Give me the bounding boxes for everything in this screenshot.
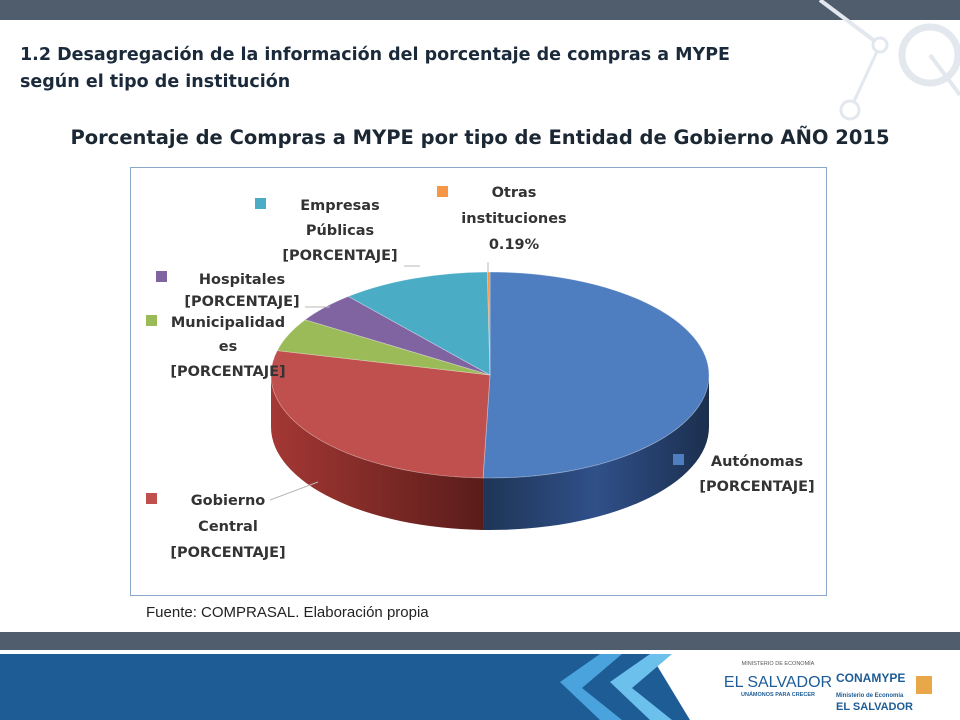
source-note: Fuente: COMPRASAL. Elaboración propia	[146, 604, 429, 621]
pie-slice-municipalidades	[276, 319, 491, 376]
pie-slice-gobierno-central	[270, 350, 491, 479]
conamype-logo: CONAMYPE Ministerio de Economía EL SALVA…	[836, 671, 932, 713]
legend-marker-otras	[437, 186, 448, 197]
logo-elsalvador-text: EL SALVADOR	[724, 674, 832, 691]
section-heading: 1.2 Desagregación de la información del …	[20, 42, 760, 96]
section-number: 1.2	[20, 45, 52, 65]
label-empresas-value: [PORCENTAJE]	[282, 248, 397, 264]
label-autonomas-value: [PORCENTAJE]	[699, 479, 814, 495]
label-gobierno-name2: Central	[198, 519, 258, 535]
logo-ministerio-text: MINISTERIO DE ECONOMÍA	[742, 660, 815, 667]
elsalvador-logo: MINISTERIO DE ECONOMÍA EL SALVADOR UNÁMO…	[724, 660, 832, 698]
label-municipalidades-value: [PORCENTAJE]	[170, 364, 285, 380]
label-hospitales-value: [PORCENTAJE]	[184, 294, 299, 310]
legend-marker-municipalidades	[146, 315, 157, 326]
label-otras-value: 0.19%	[489, 237, 540, 253]
logo-conamype-text: CONAMYPE	[836, 671, 905, 685]
legend-marker-empresas	[255, 198, 266, 209]
footer-band: MINISTERIO DE ECONOMÍA EL SALVADOR UNÁMO…	[0, 632, 960, 720]
label-empresas-name: Empresas	[300, 198, 379, 214]
section-heading-line1: Desagregación de la información del porc…	[57, 45, 731, 65]
label-otras-name2: instituciones	[461, 211, 566, 227]
section-heading-line2: según el tipo de institución	[20, 72, 291, 92]
top-bar	[0, 0, 960, 20]
legend-marker-autonomas	[673, 454, 684, 465]
logo-country-text: EL SALVADOR	[836, 701, 913, 713]
chart-title: Porcentaje de Compras a MYPE por tipo de…	[70, 126, 890, 149]
label-empresas-name2: Públicas	[306, 223, 374, 239]
legend-marker-hospitales	[156, 271, 167, 282]
logo-unamonos-text: UNÁMONOS PARA CRECER	[741, 691, 815, 698]
label-otras-name: Otras	[492, 185, 537, 201]
label-municipalidades-name: Municipalidad	[171, 315, 285, 331]
legend-marker-gobierno	[146, 493, 157, 504]
label-gobierno-name: Gobierno	[191, 493, 266, 509]
pie-slice-empresas-p-blicas	[347, 271, 491, 376]
logo-ministerio-economia-text: Ministerio de Economía	[836, 693, 904, 699]
label-gobierno-value: [PORCENTAJE]	[170, 545, 285, 561]
label-autonomas-name: Autónomas	[711, 454, 803, 470]
pie-side-gobierno-central	[271, 375, 484, 530]
magnifier-decoration-icon	[818, 0, 960, 121]
pie-slice-otras-instituciones	[486, 271, 491, 376]
pie-side-aut-nomas	[483, 375, 709, 530]
label-municipalidades-name2: es	[219, 339, 237, 355]
pie-slice-aut-nomas	[482, 271, 710, 479]
conamype-emblem-icon	[916, 676, 932, 694]
label-hospitales-name: Hospitales	[199, 272, 285, 288]
